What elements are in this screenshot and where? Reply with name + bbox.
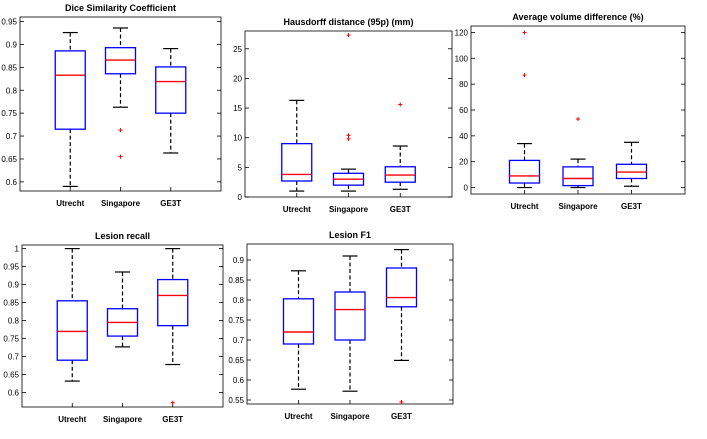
- y-tick-label: 15: [233, 104, 242, 113]
- chart-panel-5: Lesion F1 0.55 0.6 0.65 0.7 0.75 0.8 0.85 0.9 Utr…: [228, 230, 454, 421]
- x-tick-label: Singapore: [330, 412, 370, 421]
- outlier-point: [346, 133, 351, 138]
- iqr-box: [385, 267, 418, 308]
- outlier-point: [399, 400, 404, 404]
- y-tick-label: 80: [459, 80, 468, 89]
- y-tick-label: 25: [233, 45, 242, 54]
- y-tick-label: 0.95: [1, 18, 17, 27]
- outlier-point: [576, 117, 580, 122]
- chart-panel-3: Average volume difference (%) 0 20 40 60 80 10…: [455, 12, 686, 211]
- y-tick-label: 0.7: [8, 353, 20, 362]
- chart-title: Lesion F1: [329, 230, 371, 240]
- y-tick-label: 0.85: [1, 63, 17, 72]
- y-tick-label: 0.75: [3, 335, 19, 344]
- iqr-box: [562, 166, 594, 187]
- x-tick-label: Singapore: [329, 205, 369, 214]
- iqr-box: [54, 50, 86, 130]
- iqr-box: [157, 278, 189, 327]
- iqr-box: [281, 142, 313, 182]
- y-tick-label: 0.75: [228, 316, 244, 325]
- chart-panel-4: Lesion recall 0.6 0.65 0.7 0.75 0.8 0.85 0.9 0.9…: [3, 231, 224, 424]
- y-tick-label: 0.95: [3, 263, 19, 272]
- iqr-box: [508, 159, 541, 184]
- y-tick-label: 120: [455, 28, 469, 37]
- y-tick-label: 100: [455, 54, 469, 63]
- plot-frame: [470, 25, 686, 195]
- chart-title: Hausdorff distance (95p) (mm): [283, 17, 413, 27]
- y-tick-label: 0.55: [228, 396, 244, 405]
- iqr-box: [334, 291, 366, 341]
- chart-title: Dice Similarity Coefficient: [65, 3, 176, 13]
- y-tick-label: 0.6: [6, 178, 18, 187]
- outlier-point: [118, 154, 123, 159]
- x-tick-label: GE3T: [390, 205, 411, 214]
- y-tick-label: 20: [233, 74, 242, 83]
- y-tick-label: 0.9: [233, 256, 245, 265]
- outlier-point: [346, 33, 351, 38]
- y-tick-label: 0.8: [233, 296, 245, 305]
- y-tick-label: 0.75: [1, 109, 17, 118]
- x-tick-label: Utrecht: [283, 205, 311, 214]
- outlier-point: [118, 128, 123, 133]
- y-tick-label: 0.6: [233, 376, 245, 385]
- iqr-box: [56, 300, 88, 361]
- chart-title: Lesion recall: [95, 231, 150, 241]
- outlier-point: [170, 400, 175, 405]
- y-tick-label: 0.8: [6, 86, 18, 95]
- x-tick-label: GE3T: [391, 412, 412, 421]
- plot-frame: [21, 244, 224, 408]
- x-tick-label: Singapore: [101, 199, 141, 208]
- y-tick-label: 0.7: [6, 132, 18, 141]
- y-tick-label: 0.65: [228, 356, 244, 365]
- y-tick-label: 10: [233, 134, 242, 143]
- x-tick-label: Singapore: [558, 202, 598, 211]
- y-tick-label: 0.65: [3, 371, 19, 380]
- x-tick-label: GE3T: [160, 199, 181, 208]
- y-tick-label: 60: [459, 106, 468, 115]
- y-tick-label: 0.85: [3, 299, 19, 308]
- outlier-point: [522, 30, 527, 35]
- y-tick-label: 0.65: [1, 155, 17, 164]
- y-tick-label: 0.6: [8, 389, 20, 398]
- y-tick-label: 1: [15, 245, 20, 254]
- y-tick-label: 5: [238, 163, 243, 172]
- y-tick-label: 0.9: [8, 281, 20, 290]
- x-tick-label: Utrecht: [284, 412, 312, 421]
- y-tick-label: 0: [238, 193, 243, 202]
- y-tick-label: 0.7: [233, 336, 245, 345]
- outlier-point: [398, 102, 403, 107]
- y-tick-label: 20: [459, 158, 468, 167]
- x-tick-label: Utrecht: [510, 202, 538, 211]
- y-tick-label: 0.8: [8, 317, 20, 326]
- chart-title: Average volume difference (%): [512, 12, 643, 22]
- y-tick-label: 40: [459, 132, 468, 141]
- y-tick-label: 0: [464, 184, 469, 193]
- y-tick-label: 0.9: [6, 40, 18, 49]
- x-tick-label: Utrecht: [58, 415, 86, 424]
- x-tick-label: Utrecht: [56, 199, 84, 208]
- iqr-box: [282, 298, 315, 345]
- chart-panel-1: Dice Similarity Coefficient 0.6 0.65 0.7 0.7…: [1, 3, 222, 208]
- x-tick-label: GE3T: [621, 202, 642, 211]
- x-tick-label: GE3T: [162, 415, 183, 424]
- chart-panel-2: Hausdorff distance (95p) (mm) 0 5 10 15 20 25 U…: [233, 17, 453, 214]
- outlier-point: [346, 136, 351, 141]
- x-tick-label: Singapore: [103, 415, 143, 424]
- iqr-box: [155, 66, 187, 114]
- y-tick-label: 0.85: [228, 276, 244, 285]
- outlier-point: [522, 73, 527, 78]
